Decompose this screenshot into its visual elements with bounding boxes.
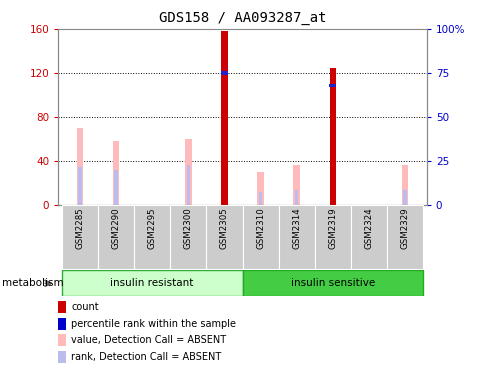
Bar	[98, 205, 134, 269]
Bar	[350, 205, 386, 269]
Bar	[61, 205, 98, 269]
Bar	[242, 205, 278, 269]
Bar	[58, 335, 66, 346]
Text: GSM2305: GSM2305	[219, 207, 228, 249]
Text: GSM2314: GSM2314	[291, 207, 301, 249]
Bar	[170, 205, 206, 269]
Bar	[403, 190, 406, 205]
Bar	[242, 270, 423, 296]
Bar	[314, 205, 350, 269]
Text: GSM2310: GSM2310	[256, 207, 265, 249]
Bar	[258, 192, 262, 205]
Bar	[113, 141, 119, 205]
Bar	[329, 68, 335, 205]
Text: GSM2300: GSM2300	[183, 207, 193, 249]
Bar	[134, 205, 170, 269]
Text: GSM2324: GSM2324	[364, 207, 373, 249]
Bar	[386, 205, 423, 269]
Text: percentile rank within the sample: percentile rank within the sample	[71, 319, 236, 329]
Text: GSM2290: GSM2290	[111, 207, 120, 249]
Text: insulin resistant: insulin resistant	[110, 278, 194, 288]
Bar	[185, 139, 191, 205]
Bar	[278, 205, 314, 269]
Text: GSM2319: GSM2319	[328, 207, 337, 249]
Bar	[58, 318, 66, 330]
Text: GSM2285: GSM2285	[75, 207, 84, 249]
Bar	[206, 205, 242, 269]
Text: GSM2295: GSM2295	[147, 207, 156, 249]
Text: insulin sensitive: insulin sensitive	[290, 278, 374, 288]
Bar	[186, 165, 190, 205]
Text: rank, Detection Call = ABSENT: rank, Detection Call = ABSENT	[71, 352, 221, 362]
Text: value, Detection Call = ABSENT: value, Detection Call = ABSENT	[71, 335, 226, 345]
Bar	[58, 302, 66, 313]
Bar	[61, 270, 242, 296]
Bar	[58, 351, 66, 363]
Bar	[401, 165, 408, 205]
Bar	[257, 172, 263, 205]
Bar	[221, 31, 227, 205]
Bar	[220, 71, 227, 75]
Text: metabolism: metabolism	[2, 278, 64, 288]
Text: count: count	[71, 302, 99, 312]
Bar	[294, 190, 298, 205]
Title: GDS158 / AA093287_at: GDS158 / AA093287_at	[158, 11, 326, 26]
Bar	[293, 165, 299, 205]
Bar	[114, 170, 118, 205]
Bar	[329, 83, 336, 87]
Bar	[78, 167, 81, 205]
Bar	[76, 128, 83, 205]
Text: GSM2329: GSM2329	[400, 207, 409, 249]
